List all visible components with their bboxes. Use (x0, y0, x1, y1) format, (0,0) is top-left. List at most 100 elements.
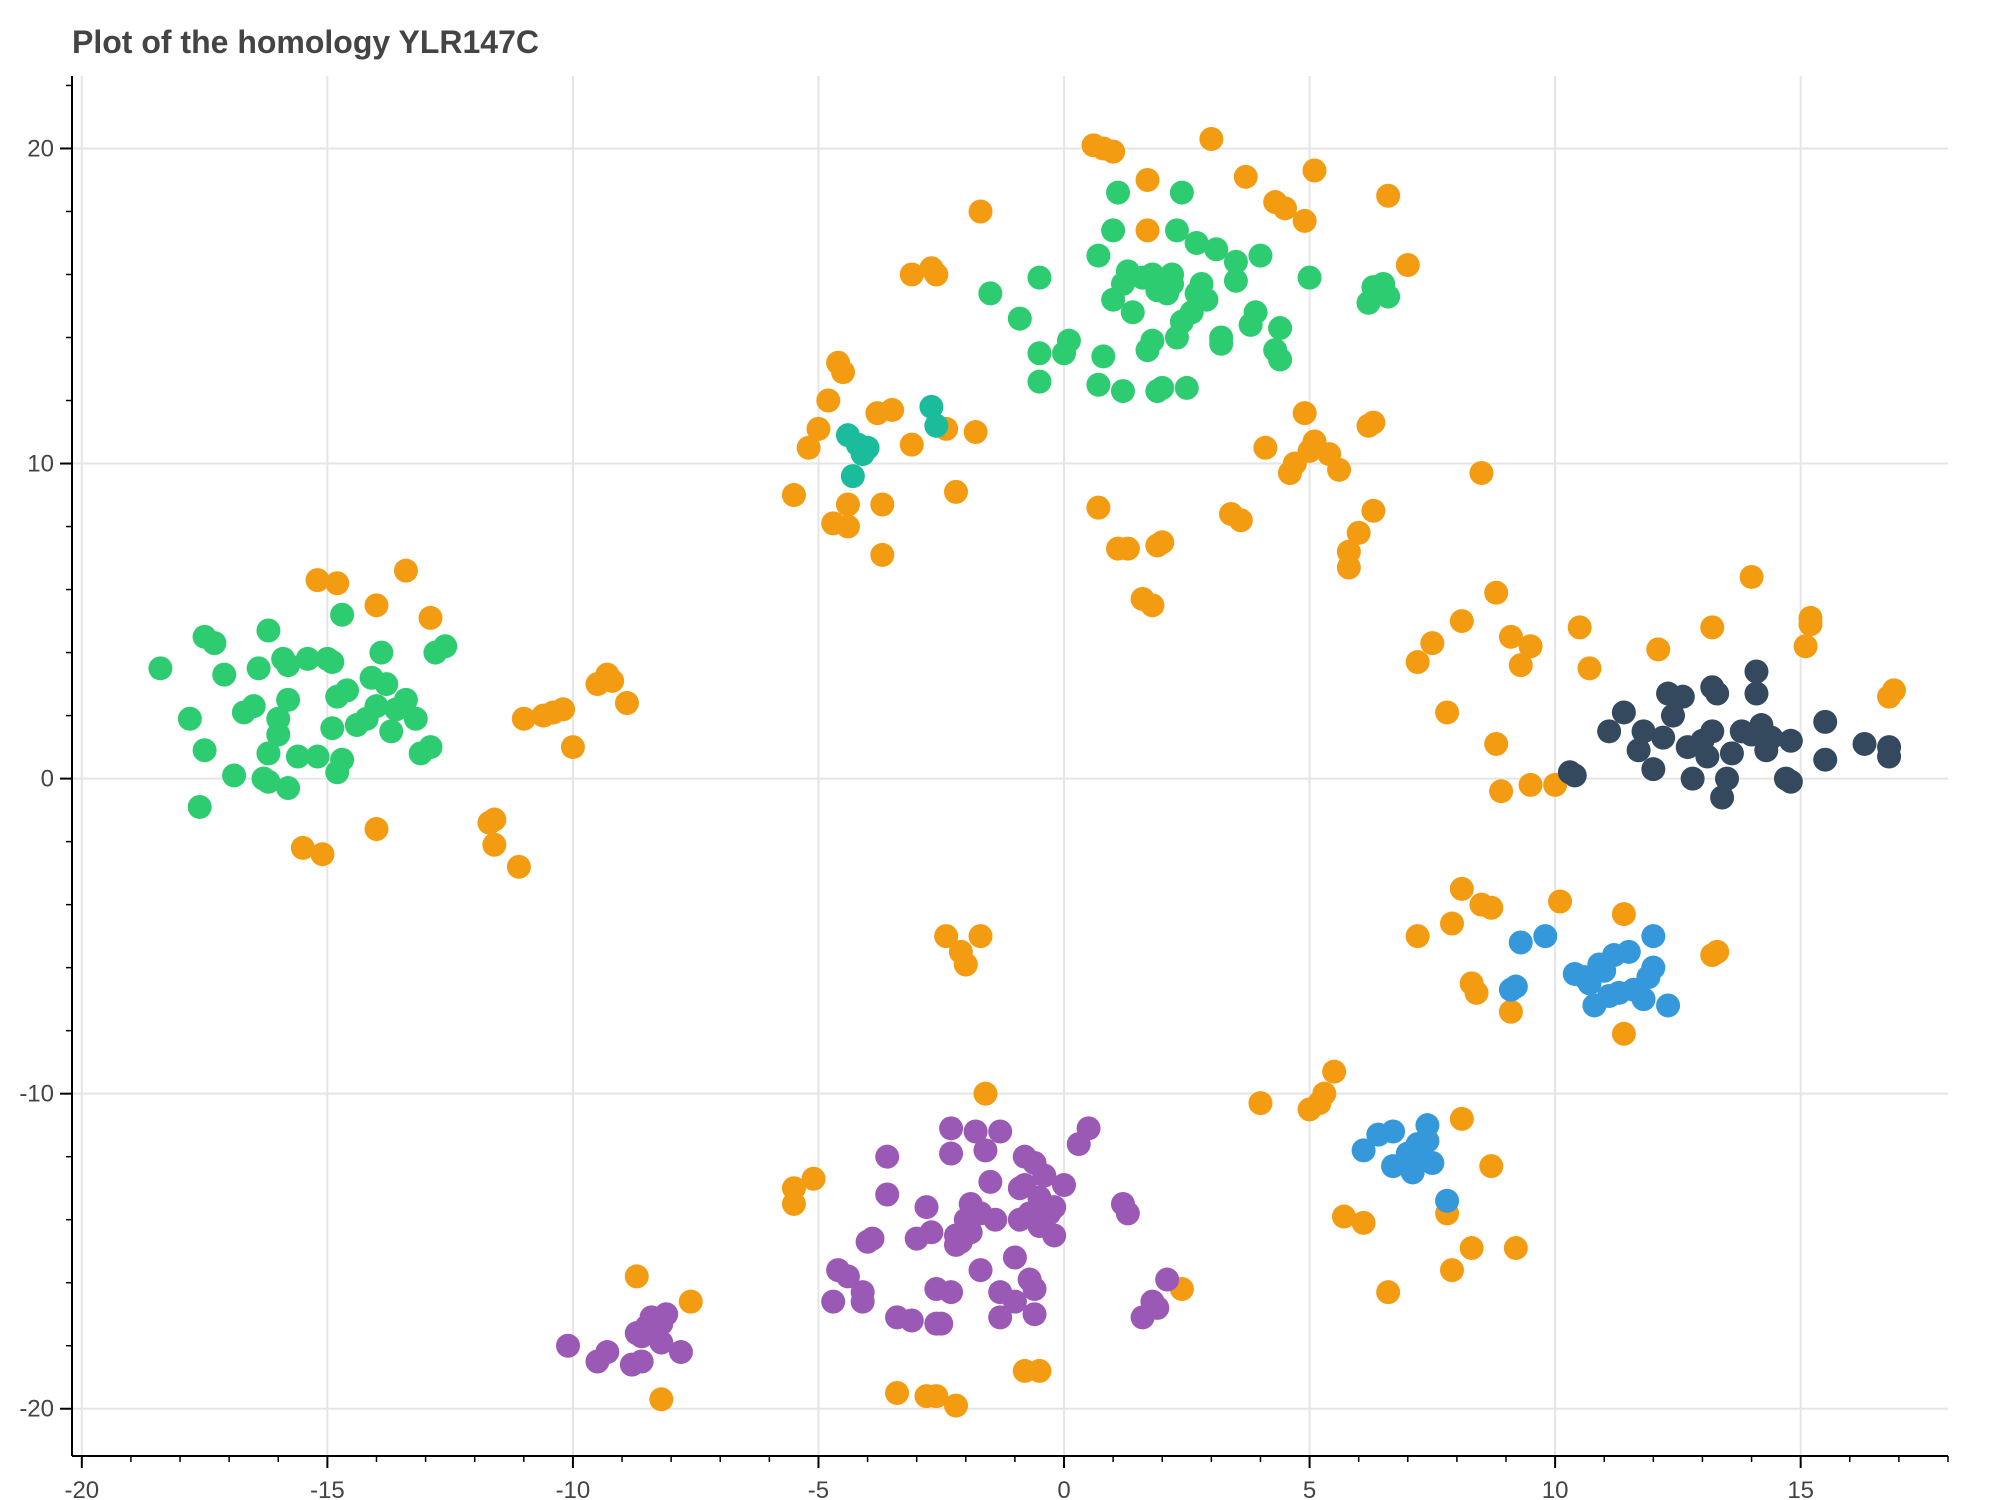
data-point (177, 706, 202, 731)
data-point (943, 1393, 968, 1418)
data-point (1567, 615, 1592, 640)
data-point (1199, 127, 1224, 152)
data-point (1268, 347, 1293, 372)
data-point (276, 653, 301, 678)
data-point (379, 719, 404, 744)
data-point (1273, 196, 1298, 221)
data-point (1710, 785, 1735, 810)
data-point (1881, 678, 1906, 703)
data-point (1508, 930, 1533, 955)
data-point (1115, 536, 1140, 561)
data-point (1739, 564, 1764, 589)
data-points (148, 127, 1906, 1418)
data-point (1155, 1267, 1180, 1292)
data-point (1744, 681, 1769, 706)
data-point (1778, 769, 1803, 794)
data-point (1248, 243, 1273, 268)
data-point (600, 668, 625, 693)
data-point (335, 678, 360, 703)
data-point (943, 479, 968, 504)
data-point (1577, 656, 1602, 681)
point-series (148, 180, 1401, 819)
data-point (914, 1195, 939, 1220)
data-point (1405, 650, 1430, 675)
data-point (1268, 316, 1293, 341)
data-point (939, 1116, 964, 1141)
data-point (433, 634, 458, 659)
data-point (1420, 631, 1445, 656)
data-point (364, 817, 389, 842)
data-point (1022, 1302, 1047, 1327)
data-point (1376, 1280, 1401, 1305)
data-point (1327, 457, 1352, 482)
data-point (1027, 265, 1052, 290)
data-point (1548, 889, 1573, 914)
data-point (1439, 911, 1464, 936)
data-point (1160, 262, 1185, 287)
data-point (1106, 180, 1131, 205)
data-point (1150, 375, 1175, 400)
data-point (202, 631, 227, 656)
data-point (212, 662, 237, 687)
data-point (953, 952, 978, 977)
data-point (1484, 731, 1509, 756)
data-point (1312, 1081, 1337, 1106)
data-point (924, 413, 949, 438)
data-point (1705, 939, 1730, 964)
data-point (1376, 183, 1401, 208)
data-point (320, 716, 345, 741)
data-point (1351, 1138, 1376, 1163)
y-tick-label: 10 (27, 451, 54, 478)
x-tick-label: 0 (1057, 1477, 1070, 1500)
data-point (1562, 763, 1587, 788)
data-point (192, 738, 217, 763)
data-point (1813, 747, 1838, 772)
data-point (1611, 902, 1636, 927)
data-point (148, 656, 173, 681)
data-point (781, 1191, 806, 1216)
data-point (1646, 637, 1671, 662)
data-point (1700, 615, 1725, 640)
data-point (1498, 999, 1523, 1024)
data-point (1616, 939, 1641, 964)
data-point (973, 1081, 998, 1106)
data-point (1140, 328, 1165, 353)
data-point (369, 640, 394, 665)
data-point (654, 1302, 679, 1327)
data-point (860, 1226, 885, 1251)
data-point (840, 464, 865, 489)
data-point (403, 706, 428, 731)
data-point (305, 744, 330, 769)
data-point (1076, 1116, 1101, 1141)
data-point (821, 1289, 846, 1314)
data-point (850, 1289, 875, 1314)
data-point (551, 697, 576, 722)
data-point (1498, 624, 1523, 649)
data-point (1759, 725, 1784, 750)
data-point (806, 416, 831, 441)
data-point (354, 706, 379, 731)
data-point (1651, 725, 1676, 750)
data-point (1670, 684, 1695, 709)
data-point (963, 420, 988, 445)
data-point (1415, 1128, 1440, 1153)
data-point (1027, 369, 1052, 394)
data-point (1420, 1150, 1445, 1175)
data-point (1253, 435, 1278, 460)
data-point (1395, 253, 1420, 278)
data-point (556, 1333, 581, 1358)
data-point (1597, 719, 1622, 744)
data-point (1169, 180, 1194, 205)
data-point (1778, 728, 1803, 753)
data-point (1002, 1245, 1027, 1270)
data-point (1007, 306, 1032, 331)
data-point (988, 1119, 1013, 1144)
data-point (855, 435, 880, 460)
data-point (924, 1384, 949, 1409)
data-point (276, 687, 301, 712)
x-tick-label: -5 (808, 1477, 829, 1500)
data-point (1027, 1358, 1052, 1383)
data-point (973, 1138, 998, 1163)
data-point (1248, 1091, 1273, 1116)
